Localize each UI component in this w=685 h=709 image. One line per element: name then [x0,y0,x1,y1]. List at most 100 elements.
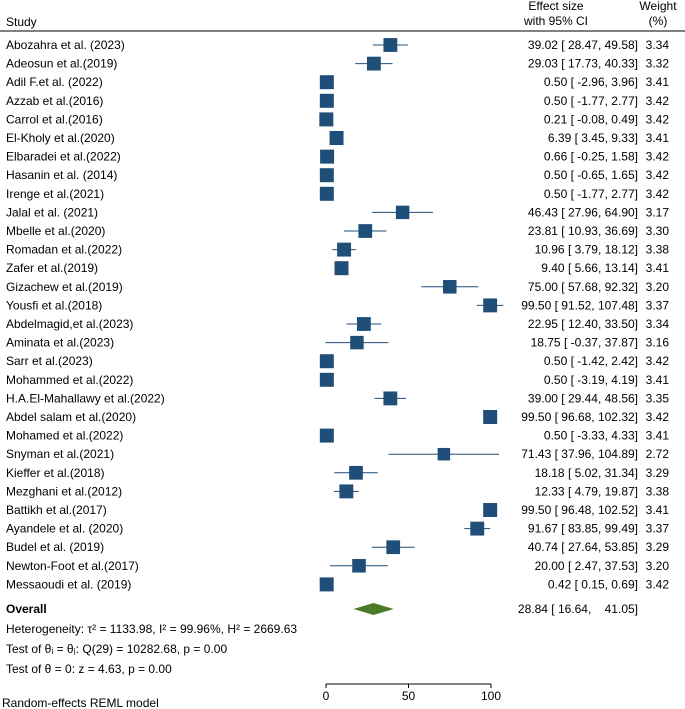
study-row: Romadan et al.(2022) 10.96 [ 3.79, 18.12]… [6,243,669,257]
weight-text: 3.16 [646,336,670,350]
effect-marker [437,447,451,461]
study-row: Sarr et al.(2023) 0.50 [ -1.42, 2.42] 3.42 [6,354,669,369]
ci-text: 40.74 [ 27.64, 53.85] [528,540,638,554]
ci-text: 29.03 [ 17.73, 40.33] [528,57,638,71]
study-label: Gizachew et al.(2019) [6,280,123,294]
study-label: Ayandele et al. (2020) [6,522,123,536]
study-row: Carrol et al.(2016) 0.21 [ -0.08, 0.49] 3.… [6,112,669,127]
study-row: Abozahra et al. (2023) 39.02 [ 28.47, 49.… [6,38,669,52]
study-label: Aminata et al.(2023) [6,336,114,350]
effect-marker [483,503,498,517]
effect-marker [358,224,373,238]
study-label: Irenge et al.(2021) [6,187,104,201]
effect-marker [319,112,334,127]
study-row: Abdelmagid,et al.(2023) 22.95 [ 12.40, 33… [6,317,669,331]
ci-text: 0.50 [ -1.42, 2.42] [544,354,638,368]
x-tick-label: 100 [481,689,501,703]
effect-marker [367,56,381,71]
effect-marker [319,372,334,387]
effect-marker [319,354,334,369]
study-label: Battikh et al.(2017) [6,503,107,517]
study-label: Newton-Foot et al.(2017) [6,559,139,573]
study-row: Kieffer et al.(2018) 18.18 [ 5.02, 31.34]… [6,466,669,480]
effect-marker [483,410,498,424]
effect-marker [386,540,401,555]
ci-text: 71.43 [ 37.96, 104.89] [521,447,638,461]
header-weight-unit: (%) [649,14,668,28]
study-label: Snyman et al.(2021) [6,447,114,461]
effect-marker [329,131,344,145]
study-row: Irenge et al.(2021) 0.50 [ -1.77, 2.77] 3.… [6,186,669,201]
ci-text: 46.43 [ 27.96, 64.90] [528,205,638,219]
weight-text: 3.32 [646,57,670,71]
weight-text: 3.20 [646,280,670,294]
study-label: Messaoudi et al. (2019) [6,577,131,591]
footnote: Random-effects REML model [2,696,159,709]
study-row: Messaoudi et al. (2019) 0.42 [ 0.15, 0.69… [6,577,670,592]
effect-marker [395,205,410,220]
ci-text: 0.50 [ -1.77, 2.77] [544,187,638,201]
weight-text: 3.38 [646,243,670,257]
ci-text: 18.18 [ 5.02, 31.34] [535,466,638,480]
ci-text: 99.50 [ 96.48, 102.52] [521,503,638,517]
effect-marker [319,93,334,108]
weight-text: 3.41 [646,373,670,387]
study-row: Mohammed et al.(2022) 0.50 [ -3.19, 4.19]… [6,373,669,387]
ci-text: 0.50 [ -1.77, 2.77] [544,94,638,108]
effect-marker [334,261,349,276]
x-axis: 0 50 100 [323,683,501,703]
effect-marker [319,186,334,201]
study-row: Ayandele et al. (2020) 91.67 [ 83.85, 99.… [6,522,669,536]
study-row: Abdel salam et al.(2020) 99.50 [ 96.68, 1… [6,410,669,424]
ci-text: 0.50 [ -3.33, 4.33] [544,429,638,443]
heterogeneity-text: Heterogeneity: τ² = 1133.98, I² = 99.96%… [6,622,297,636]
study-label: H.A.El-Mahallawy et al.(2022) [6,391,165,405]
header-effect-size: Effect size [528,0,583,13]
test-thetas-text: Test of θᵢ = θⱼ: Q(29) = 10282.68, p = 0… [6,642,227,656]
effect-marker [319,428,334,443]
header-weight: Weight [639,0,677,13]
weight-text: 3.41 [646,261,670,275]
study-label: Yousfi et al.(2018) [6,298,102,312]
overall-ci-text: 28.84 [ 16.64, 41.05] [518,602,638,616]
overall-diamond [353,603,394,615]
ci-text: 6.39 [ 3.45, 9.33] [548,131,638,145]
effect-marker [320,149,335,164]
x-tick-label: 0 [323,689,330,703]
ci-text: 23.81 [ 10.93, 36.69] [528,224,638,238]
study-label: Elbaradei et al.(2022) [6,150,121,164]
study-row: Jalal et al. (2021) 46.43 [ 27.96, 64.90]… [6,205,669,219]
ci-text: 0.21 [ -0.08, 0.49] [544,112,638,126]
ci-text: 9.40 [ 5.66, 13.14] [541,261,638,275]
study-label: Adeosun et al.(2019) [6,57,117,71]
study-row: Azzab et al.(2016) 0.50 [ -1.77, 2.77] 3.4… [6,93,669,108]
effect-marker [483,298,498,313]
weight-text: 3.30 [646,224,670,238]
study-label: Sarr et al.(2023) [6,354,93,368]
ci-text: 12.33 [ 4.79, 19.87] [535,484,638,498]
effect-marker [350,335,364,350]
effect-marker [319,577,334,592]
study-label: Mbelle et al.(2020) [6,224,105,238]
study-label: Azzab et al.(2016) [6,94,103,108]
ci-text: 0.50 [ -2.96, 3.96] [544,75,638,89]
weight-text: 3.42 [646,577,670,591]
effect-marker [442,280,457,294]
study-label: El-Kholy et al.(2020) [6,131,115,145]
effect-marker [319,168,334,183]
study-label: Carrol et al.(2016) [6,112,103,126]
weight-text: 3.41 [646,75,670,89]
study-row: Budel et al. (2019) 40.74 [ 27.64, 53.85]… [6,540,669,554]
effect-marker [337,242,352,257]
study-label: Jalal et al. (2021) [6,205,98,219]
weight-text: 3.37 [646,298,670,312]
effect-marker [470,521,485,536]
test-theta-zero-text: Test of θ = 0: z = 4.63, p = 0.00 [6,662,172,676]
weight-text: 3.34 [646,38,670,52]
study-label: Hasanin et al. (2014) [6,168,117,182]
study-row: Mohamed et al.(2022) 0.50 [ -3.33, 4.33] 3… [6,429,669,443]
weight-text: 3.20 [646,559,670,573]
ci-text: 0.50 [ -0.65, 1.65] [544,168,638,182]
ci-text: 20.00 [ 2.47, 37.53] [535,559,638,573]
